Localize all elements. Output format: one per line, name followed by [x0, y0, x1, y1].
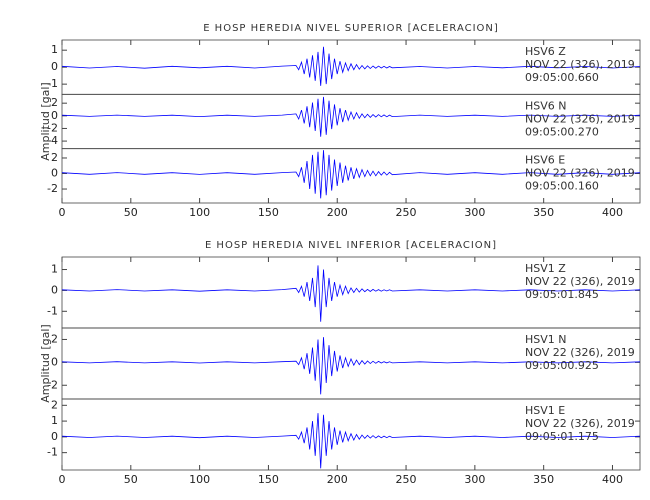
x-tick-label: 0 [59, 206, 66, 219]
y-tick-label: -1 [47, 304, 58, 317]
y-tick-label: 1 [51, 263, 58, 276]
y-tick-label: -1 [47, 446, 58, 459]
station-label: HSV1 N [525, 333, 567, 346]
y-tick-label: 2 [51, 96, 58, 109]
date-label: NOV 22 (326), 2019 [525, 346, 635, 359]
y-tick-label: 0 [51, 167, 58, 180]
y-tick-label: -1 [47, 77, 58, 90]
time-label: 09:05:00.270 [525, 125, 599, 138]
date-label: NOV 22 (326), 2019 [525, 58, 635, 71]
x-tick-label: 400 [602, 473, 623, 486]
time-label: 09:05:00.925 [525, 359, 599, 372]
y-tick-label: -2 [47, 182, 58, 195]
x-tick-label: 0 [59, 473, 66, 486]
station-label: HSV6 N [525, 99, 567, 112]
station-label: HSV1 Z [525, 262, 566, 275]
x-tick-label: 300 [464, 473, 485, 486]
y-tick-label: 0 [51, 430, 58, 443]
trace [61, 96, 641, 137]
station-label: HSV6 E [525, 154, 565, 167]
chart-title: E HOSP HEREDIA NIVEL INFERIOR [ACELERACI… [205, 240, 497, 251]
time-label: 09:05:01.845 [525, 288, 599, 301]
x-tick-label: 150 [258, 473, 279, 486]
date-label: NOV 22 (326), 2019 [525, 112, 635, 125]
y-tick-label: 1 [51, 414, 58, 427]
x-tick-label: 50 [124, 206, 138, 219]
y-tick-label: 0 [51, 283, 58, 296]
time-label: 09:05:00.660 [525, 71, 599, 84]
y-tick-label: 2 [51, 151, 58, 164]
time-label: 09:05:01.175 [525, 430, 599, 443]
trace [61, 150, 641, 199]
x-tick-label: 100 [189, 473, 210, 486]
x-tick-label: 50 [124, 473, 138, 486]
trace [61, 413, 641, 469]
x-tick-label: 350 [533, 206, 554, 219]
date-label: NOV 22 (326), 2019 [525, 275, 635, 288]
y-axis-label: Amplitud [gal] [39, 324, 52, 402]
y-tick-label: 0 [51, 355, 58, 368]
x-tick-label: 400 [602, 206, 623, 219]
y-tick-label: 0 [51, 109, 58, 122]
date-label: NOV 22 (326), 2019 [525, 417, 635, 430]
trace [61, 337, 641, 395]
date-label: NOV 22 (326), 2019 [525, 167, 635, 180]
x-tick-label: 150 [258, 206, 279, 219]
panel-frame [61, 398, 641, 471]
station-label: HSV6 Z [525, 45, 566, 58]
chart-title: E HOSP HEREDIA NIVEL SUPERIOR [ACELERACI… [203, 23, 499, 34]
y-tick-label: 0 [51, 60, 58, 73]
y-tick-label: 2 [51, 332, 58, 345]
x-tick-label: 300 [464, 206, 485, 219]
time-label: 09:05:00.160 [525, 180, 599, 193]
y-tick-label: -2 [47, 121, 58, 134]
y-tick-label: 1 [51, 43, 58, 56]
y-tick-label: -4 [47, 134, 58, 147]
x-tick-label: 350 [533, 473, 554, 486]
station-label: HSV1 E [525, 404, 565, 417]
x-tick-label: 100 [189, 206, 210, 219]
y-tick-label: 2 [51, 398, 58, 411]
x-tick-label: 200 [327, 473, 348, 486]
trace [61, 265, 641, 322]
trace [61, 46, 641, 86]
y-axis-label: Amplitud [gal] [39, 82, 52, 160]
x-tick-label: 200 [327, 206, 348, 219]
y-tick-label: -2 [47, 378, 58, 391]
panel-frame [61, 148, 641, 204]
x-tick-label: 250 [396, 473, 417, 486]
x-tick-label: 250 [396, 206, 417, 219]
